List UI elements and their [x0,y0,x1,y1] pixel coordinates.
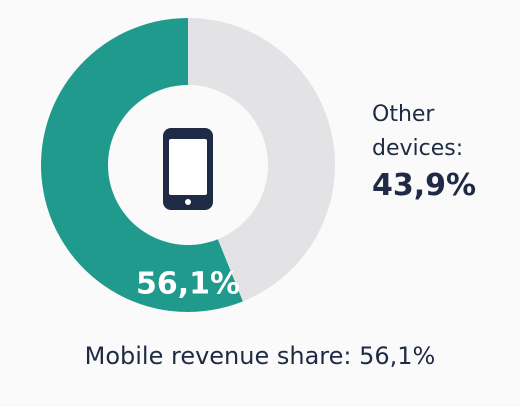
chart-title: Mobile revenue share: 56,1% [84,342,436,370]
donut-slice [188,18,335,302]
phone-icon [163,128,213,210]
slice-label: 56,1% [136,267,240,302]
donut-slice [41,18,243,313]
slice-label: 43,9% [372,168,477,203]
legend-label: Other devices: [372,102,464,161]
